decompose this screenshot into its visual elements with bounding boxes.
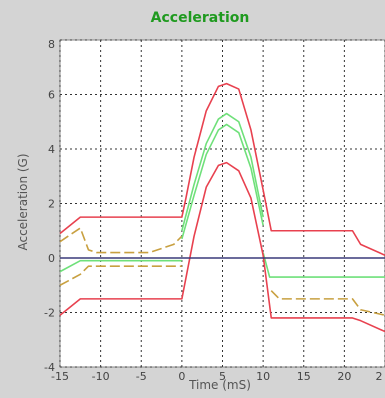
series-line-lower_warning-6 [59,265,182,286]
series-line-upper_limit-0 [59,82,385,257]
series-line-green-4 [59,259,182,273]
x-tick-label: 0 [178,370,185,383]
x-axis-label: Time (mS) [188,378,251,392]
y-tick-label: 6 [48,89,55,102]
x-tick-label: 2 [376,370,383,383]
series-line-lower_warning-7 [270,290,385,317]
x-tick-label: -15 [51,370,69,383]
x-tick-label: 10 [256,370,270,383]
y-tick-label: 2 [48,198,55,211]
series-line-upper_warning-1 [59,227,183,254]
x-tick-label: -10 [92,370,110,383]
x-tick-label: 20 [337,370,351,383]
series-line-green-2 [181,112,264,231]
y-tick-label: -2 [44,307,55,320]
x-tick-label: -5 [136,370,147,383]
y-tick-labels: -4 -2 0 2 4 6 8 [44,38,55,374]
x-tick-label: 5 [219,370,226,383]
y-tick-label: 8 [48,38,55,51]
y-tick-label: 4 [48,143,55,156]
y-tick-label: 0 [48,252,55,265]
chart-title: Acceleration [151,10,250,26]
series-line-lower_limit-8 [59,161,385,333]
y-axis-label: Acceleration (G) [16,153,30,250]
series-line-green-5 [262,252,385,278]
y-tick-label: -4 [44,361,55,374]
x-tick-label: 15 [297,370,311,383]
series-layer [59,82,385,333]
series-line-green-3 [181,123,264,240]
x-tick-labels: -15 -10 -5 0 5 10 15 20 2 [51,370,382,383]
